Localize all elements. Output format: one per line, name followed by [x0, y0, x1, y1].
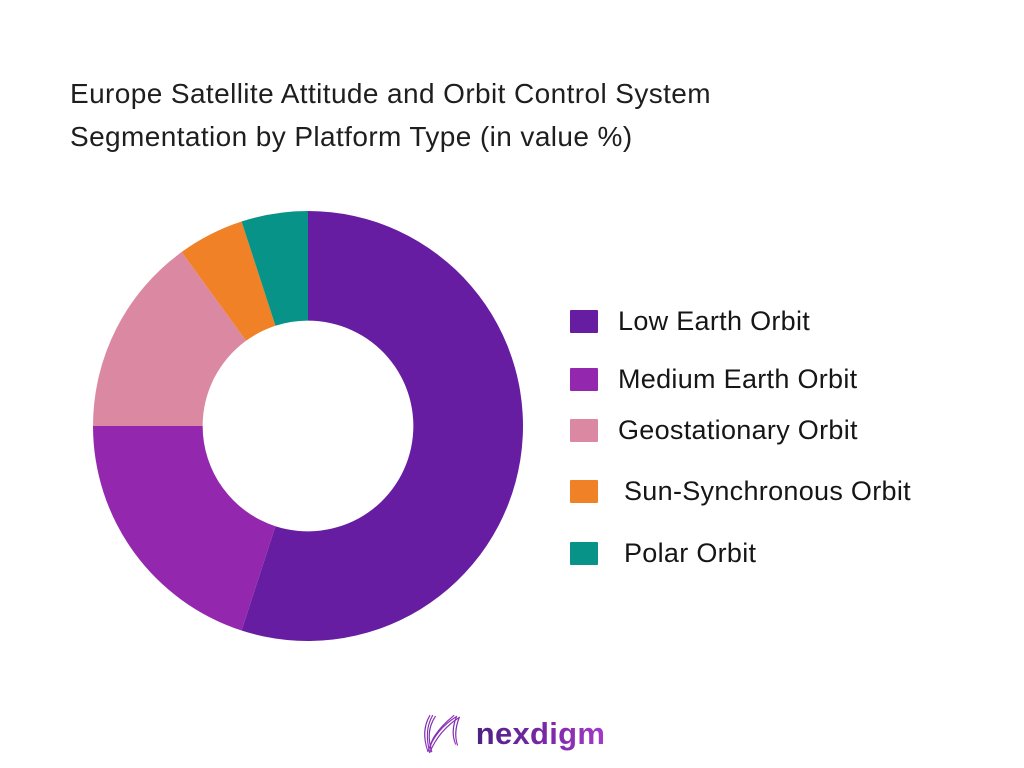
chart-title-line-2: Segmentation by Platform Type (in value … [70, 121, 633, 152]
legend-item: Medium Earth Orbit [570, 364, 911, 394]
legend-label: Medium Earth Orbit [618, 363, 858, 394]
nexdigm-wave-n-icon [424, 714, 460, 754]
legend-swatch [570, 309, 598, 333]
brand-logo: nexdigm [419, 711, 606, 757]
donut-chart [93, 211, 523, 641]
legend-swatch [570, 367, 598, 391]
legend-swatch [570, 479, 598, 503]
chart-title-line-1: Europe Satellite Attitude and Orbit Cont… [70, 78, 711, 109]
brand-wordmark: nexdigm [475, 716, 606, 751]
donut-slice-low-earth-orbit [241, 211, 523, 641]
chart-title: Europe Satellite Attitude and Orbit Cont… [70, 72, 711, 158]
legend-label: Polar Orbit [624, 537, 757, 568]
donut-slice-geostationary-orbit [93, 252, 247, 426]
legend-item: Low Earth Orbit [570, 306, 911, 336]
donut-slice-polar-orbit [241, 211, 308, 326]
legend-swatch [570, 541, 598, 565]
legend-label: Geostationary Orbit [618, 414, 858, 445]
donut-slice-sun-synchronous-orbit [181, 221, 276, 341]
legend-item: Geostationary Orbit [570, 415, 911, 445]
legend-label: Sun-Synchronous Orbit [624, 475, 911, 506]
legend-label: Low Earth Orbit [618, 305, 811, 336]
legend-item: Polar Orbit [570, 538, 911, 568]
chart-legend: Low Earth Orbit Medium Earth Orbit Geostat… [570, 306, 911, 599]
donut-slice-medium-earth-orbit [93, 426, 276, 631]
legend-item: Sun-Synchronous Orbit [570, 476, 911, 506]
legend-swatch [570, 418, 598, 442]
